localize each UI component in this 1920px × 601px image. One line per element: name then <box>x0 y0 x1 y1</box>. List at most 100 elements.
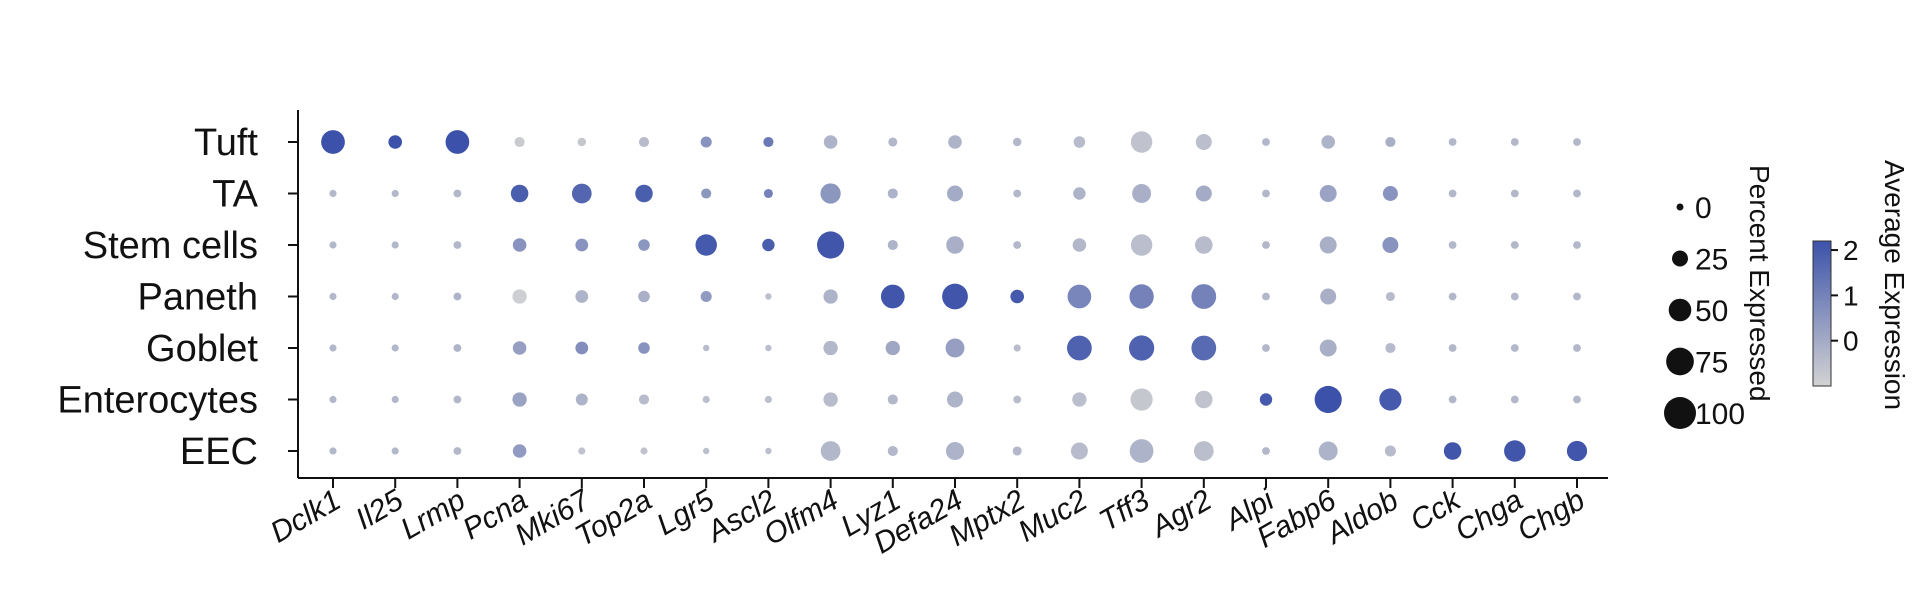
dot-tuft-mki67 <box>577 137 587 147</box>
dot-goblet-aldob <box>1385 342 1396 354</box>
dot-tuft-pcna <box>514 136 525 148</box>
x-tick-label: Lrmp <box>395 483 471 546</box>
y-tick-label: Enterocytes <box>57 380 258 422</box>
dot-tuft-il25 <box>388 135 402 149</box>
dot-eec-il25 <box>391 447 399 455</box>
dot-paneth-ascl2 <box>765 293 772 300</box>
color-legend-label: 1 <box>1843 280 1859 311</box>
x-tick-label: Il25 <box>350 483 409 536</box>
dot-eec-lrmp <box>453 447 462 455</box>
x-tick-label: Tff3 <box>1094 483 1156 538</box>
dot-eec-agr2 <box>1193 441 1214 461</box>
dot-stem-cells-mptx2 <box>1013 241 1022 249</box>
dot-ta-fabp6 <box>1319 185 1337 202</box>
color-bar <box>1812 240 1832 387</box>
dot-paneth-chgb <box>1573 292 1581 301</box>
dot-stem-cells-pcna <box>512 238 527 252</box>
dot-enterocytes-aldob <box>1379 388 1402 411</box>
y-tick-label: EEC <box>180 431 258 473</box>
dot-tuft-lgr5 <box>700 136 712 148</box>
dot-enterocytes-fabp6 <box>1314 385 1342 414</box>
dot-ta-muc2 <box>1073 187 1086 200</box>
color-legend: Average Expression 2 1 0 <box>1812 160 1910 410</box>
dot-enterocytes-lrmp <box>453 395 462 404</box>
dot-tuft-olfm4 <box>823 135 838 149</box>
dot-paneth-lrmp <box>453 292 462 301</box>
dot-tuft-agr2 <box>1195 134 1212 150</box>
dot-enterocytes-lgr5 <box>702 395 710 404</box>
dot-paneth-muc2 <box>1067 284 1092 309</box>
dot-stem-cells-tff3 <box>1130 234 1153 256</box>
dot-tuft-dclk1 <box>321 130 345 154</box>
dot-tuft-lyz1 <box>888 137 898 147</box>
dot-goblet-tff3 <box>1129 335 1155 361</box>
dot-stem-cells-aldob <box>1382 237 1399 253</box>
dot-stem-cells-muc2 <box>1072 238 1087 252</box>
dot-enterocytes-tff3 <box>1130 388 1153 411</box>
dot-tuft-muc2 <box>1073 136 1086 148</box>
dot-paneth-il25 <box>391 292 399 301</box>
dot-enterocytes-chga <box>1510 395 1519 404</box>
dot-tuft-tff3 <box>1130 131 1153 153</box>
dot-stem-cells-olfm4 <box>817 231 845 259</box>
dot-enterocytes-agr2 <box>1195 390 1213 409</box>
dot-paneth-alpi <box>1262 292 1270 301</box>
dot-enterocytes-lyz1 <box>887 394 898 405</box>
dot-goblet-defa24 <box>945 338 965 358</box>
dot-goblet-olfm4 <box>823 340 838 356</box>
size-legend-label: 75 <box>1695 347 1728 380</box>
size-legend-dot <box>1666 347 1694 376</box>
dot-enterocytes-pcna <box>512 392 527 407</box>
dot-enterocytes-dclk1 <box>329 395 337 404</box>
color-legend-label: 0 <box>1843 326 1859 357</box>
dot-ta-chga <box>1510 189 1519 198</box>
axes: Tuft TA Stem cells Paneth Goblet Enterocytes E… <box>57 110 1608 560</box>
dot-ta-lyz1 <box>887 188 898 199</box>
dot-goblet-lyz1 <box>885 340 900 356</box>
size-legend-dot <box>1676 203 1684 211</box>
dot-stem-cells-alpi <box>1262 241 1270 249</box>
dot-stem-cells-mki67 <box>575 238 589 252</box>
dot-paneth-top2a <box>638 290 650 303</box>
dot-paneth-agr2 <box>1191 284 1217 309</box>
dot-ta-tff3 <box>1132 184 1152 203</box>
size-legend-label: 0 <box>1695 192 1712 225</box>
x-tick-label: Muc2 <box>1013 483 1093 548</box>
dot-goblet-alpi <box>1262 344 1270 352</box>
dot-eec-chgb <box>1566 440 1588 462</box>
dot-paneth-pcna <box>512 289 527 304</box>
dot-paneth-chga <box>1510 292 1519 301</box>
dot-goblet-lrmp <box>453 344 462 352</box>
dot-stem-cells-dclk1 <box>329 241 337 249</box>
y-tick-label: Tuft <box>194 122 258 164</box>
dot-ta-alpi <box>1262 189 1270 198</box>
dot-paneth-lyz1 <box>880 284 905 309</box>
dot-enterocytes-olfm4 <box>823 392 838 407</box>
dot-eec-ascl2 <box>765 447 772 455</box>
dot-stem-cells-agr2 <box>1195 236 1213 254</box>
dot-ta-agr2 <box>1195 185 1212 202</box>
dot-goblet-muc2 <box>1067 335 1092 361</box>
dot-ta-olfm4 <box>820 183 841 204</box>
dot-tuft-chga <box>1510 138 1519 146</box>
dot-stem-cells-chga <box>1510 241 1519 249</box>
dot-enterocytes-il25 <box>391 395 399 404</box>
dot-goblet-top2a <box>638 342 650 354</box>
dot-paneth-cck <box>1448 292 1457 301</box>
dot-stem-cells-top2a <box>638 239 650 251</box>
dot-enterocytes-mki67 <box>575 393 588 406</box>
dot-stem-cells-lrmp <box>453 241 462 249</box>
dot-tuft-fabp6 <box>1321 135 1335 149</box>
dot-eec-aldob <box>1384 445 1396 457</box>
dot-paneth-dclk1 <box>329 292 337 301</box>
x-tick-label: Aldob <box>1319 483 1404 551</box>
dot-goblet-chga <box>1510 344 1519 352</box>
dot-tuft-ascl2 <box>763 136 774 148</box>
dot-paneth-lgr5 <box>700 290 712 303</box>
dot-goblet-cck <box>1448 344 1457 352</box>
dot-stem-cells-cck <box>1448 241 1457 249</box>
dot-goblet-ascl2 <box>765 344 772 352</box>
x-tick-label: Chgb <box>1512 483 1591 547</box>
dot-goblet-fabp6 <box>1319 339 1337 357</box>
